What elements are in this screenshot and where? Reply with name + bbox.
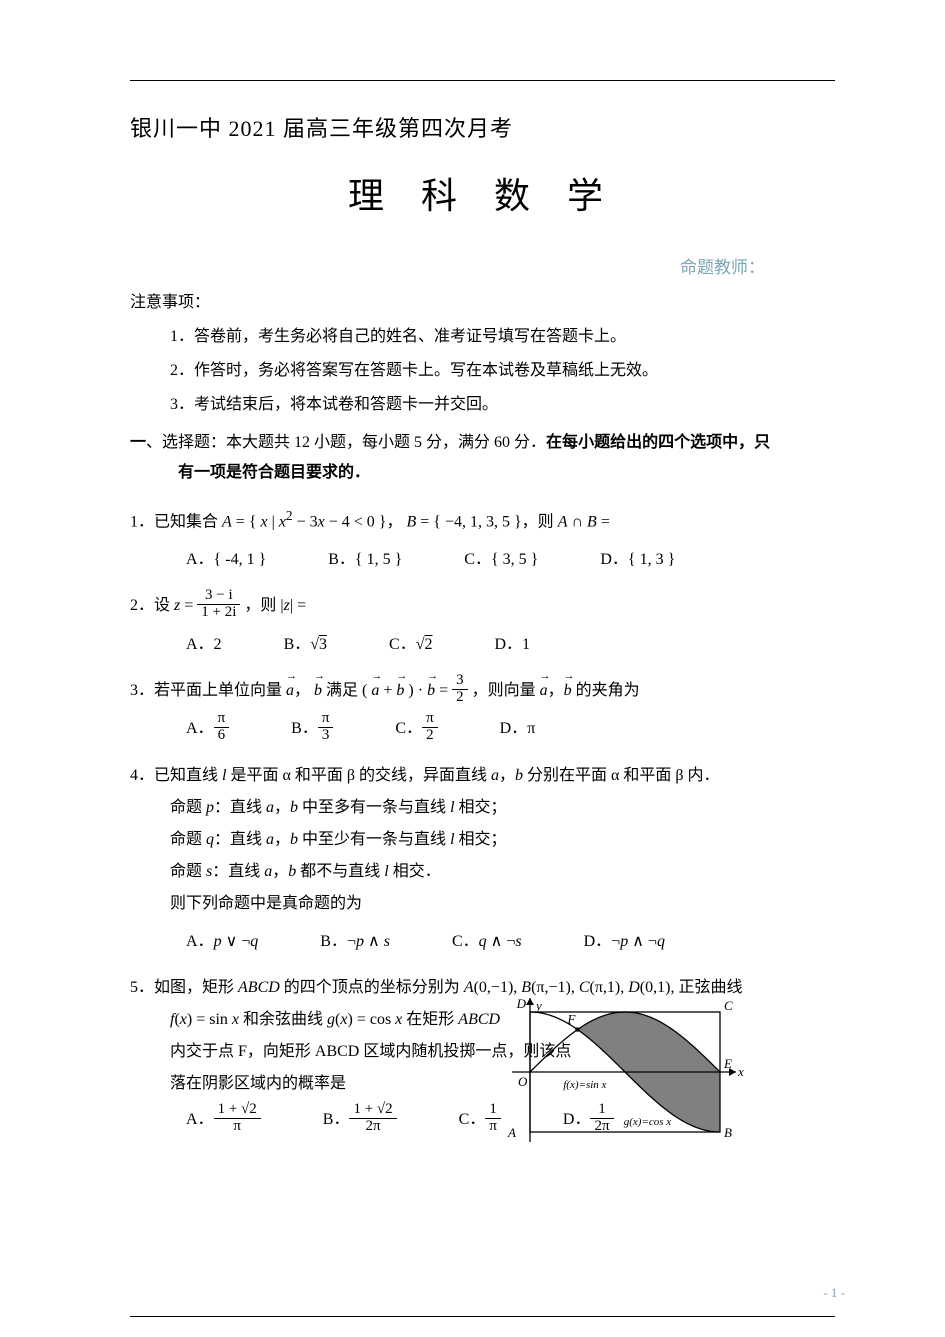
bottom-horizontal-rule xyxy=(130,1316,835,1317)
q3-fraction: 3 2 xyxy=(452,673,468,706)
q4-s: 命题 s：直线 a，b 都不与直线 l 相交． xyxy=(170,856,835,888)
q4-props: 命题 p：直线 a，b 中至多有一条与直线 l 相交； 命题 q：直线 a，b … xyxy=(170,792,835,920)
section-one-line2: 有一项是符合题目要求的． xyxy=(130,458,835,488)
q2-opt-c: C．√2 xyxy=(389,629,432,661)
svg-text:g(x)=cos x: g(x)=cos x xyxy=(624,1116,672,1128)
notes-label: 注意事项： xyxy=(130,288,835,312)
q1-sep: ， xyxy=(386,513,406,530)
q4-opt-d: D．¬p ∧ ¬q xyxy=(584,926,665,958)
section-one-heading: 一、选择题：本大题共 12 小题，每小题 5 分，满分 60 分．在每小题给出的… xyxy=(130,428,835,489)
q4-p: 命题 p：直线 a，b 中至多有一条与直线 l 相交； xyxy=(170,792,835,824)
q5-figure: y x O A B C D E Ff(x)=sin x g(x)=cos x xyxy=(490,994,745,1164)
q3-mid2: ，则向量 a，b 的夹角为 xyxy=(472,682,640,699)
svg-text:F: F xyxy=(567,1011,577,1026)
q2-frac-den: 1 + 2i xyxy=(197,605,240,621)
question-1: 1．已知集合 A = { x | x2 − 3x − 4 < 0 }， B = … xyxy=(130,503,835,576)
q4-text: 4．已知直线 l 是平面 α 和平面 β 的交线，异面直线 a，b 分别在平面 … xyxy=(130,767,720,784)
svg-text:C: C xyxy=(724,998,733,1013)
q3-opt-d: D．π xyxy=(500,713,536,745)
q2-options: A．2 B．√3 C．√2 D．1 xyxy=(186,629,835,661)
svg-text:y: y xyxy=(534,998,542,1013)
page-number: - 1 - xyxy=(823,1285,845,1301)
q4-q: 命题 q：直线 a，b 中至少有一条与直线 l 相交； xyxy=(170,824,835,856)
q1-opt-d: D．{ 1, 3 } xyxy=(600,544,675,576)
q2-lead: 2．设 xyxy=(130,597,174,614)
q3-vec-b: b xyxy=(314,675,322,707)
exam-page: 银川一中 2021 届高三年级第四次月考 理 科 数 学 命题教师： 注意事项：… xyxy=(0,0,945,1337)
section-one-text-a: 、选择题：本大题共 12 小题，每小题 5 分，满分 60 分． xyxy=(146,434,546,451)
q3-frac-den: 2 xyxy=(452,690,468,706)
question-4: 4．已知直线 l 是平面 α 和平面 β 的交线，异面直线 a，b 分别在平面 … xyxy=(130,760,835,958)
q5-opt-c: C．1π xyxy=(459,1104,501,1137)
svg-text:E: E xyxy=(723,1056,732,1071)
q2-opt-d: D．1 xyxy=(495,629,531,661)
q2-frac-num: 3 − i xyxy=(197,588,240,605)
q3-opt-b: B．π3 xyxy=(291,713,333,746)
q1-setA: A xyxy=(222,513,232,530)
q3-opt-c: C．π2 xyxy=(395,713,437,746)
q1-options: A．{ -4, 1 } B．{ 1, 5 } C．{ 3, 5 } D．{ 1,… xyxy=(186,544,835,576)
svg-text:x: x xyxy=(737,1064,744,1079)
svg-text:O: O xyxy=(518,1074,528,1089)
svg-text:f(x)=sin x: f(x)=sin x xyxy=(563,1079,606,1091)
q2-opt-b: B．√3 xyxy=(284,629,327,661)
q3-opt-a: A．π6 xyxy=(186,713,229,746)
q3-mid: 满足 ( a + b ) · b = xyxy=(326,682,452,699)
q2-z: z xyxy=(174,597,180,614)
q4-ask: 则下列命题中是真命题的为 xyxy=(170,888,835,920)
question-3: 3．若平面上单位向量 a， b 满足 ( a + b ) · b = 3 2 ，… xyxy=(130,675,835,746)
q2-fraction: 3 − i 1 + 2i xyxy=(197,588,240,621)
q3-options: A．π6 B．π3 C．π2 D．π xyxy=(186,713,835,746)
subject-title: 理 科 数 学 xyxy=(130,167,835,219)
q3-vec-a: a xyxy=(286,675,294,707)
q4-opt-b: B．¬p ∧ s xyxy=(320,926,390,958)
q1-lead: 1．已知集合 xyxy=(130,513,222,530)
teacher-label: 命题教师： xyxy=(130,253,835,278)
q3-lead: 3．若平面上单位向量 xyxy=(130,682,286,699)
q4-opt-a: A．p ∨ ¬q xyxy=(186,926,258,958)
q4-opt-c: C．q ∧ ¬s xyxy=(452,926,522,958)
section-one-bold: 一 xyxy=(130,434,146,451)
svg-text:A: A xyxy=(507,1125,516,1140)
q5-svg: y x O A B C D E Ff(x)=sin x g(x)=cos x xyxy=(490,994,745,1164)
svg-text:B: B xyxy=(724,1125,732,1140)
q5-opt-b: B．1 + √22π xyxy=(323,1104,397,1137)
note-item: 2．作答时，务必将答案写在答题卡上。写在本试卷及草稿纸上无效。 xyxy=(170,356,835,380)
svg-text:D: D xyxy=(516,996,527,1011)
section-one-textb: 在每小题给出的四个选项中，只 xyxy=(546,434,770,451)
question-2: 2．设 z = 3 − i 1 + 2i ，则 |z| = A．2 B．√3 C… xyxy=(130,590,835,661)
note-item: 1．答卷前，考生务必将自己的姓名、准考证号填写在答题卡上。 xyxy=(170,322,835,346)
note-item: 3．考试结束后，将本试卷和答题卡一并交回。 xyxy=(170,390,835,414)
q1-opt-c: C．{ 3, 5 } xyxy=(464,544,538,576)
q1-opt-b: B．{ 1, 5 } xyxy=(328,544,402,576)
q2-tail: ，则 |z| = xyxy=(244,597,306,614)
q1-opt-a: A．{ -4, 1 } xyxy=(186,544,266,576)
q2-opt-a: A．2 xyxy=(186,629,222,661)
top-horizontal-rule xyxy=(130,80,835,81)
school-exam-header: 银川一中 2021 届高三年级第四次月考 xyxy=(130,111,835,143)
q3-frac-num: 3 xyxy=(452,673,468,690)
q4-options: A．p ∨ ¬q B．¬p ∧ s C．q ∧ ¬s D．¬p ∧ ¬q xyxy=(186,926,835,958)
q5-opt-a: A．1 + √2π xyxy=(186,1104,261,1137)
question-5: 5．如图，矩形 ABCD 的四个顶点的坐标分别为 A(0,−1), B(π,−1… xyxy=(130,972,835,1137)
